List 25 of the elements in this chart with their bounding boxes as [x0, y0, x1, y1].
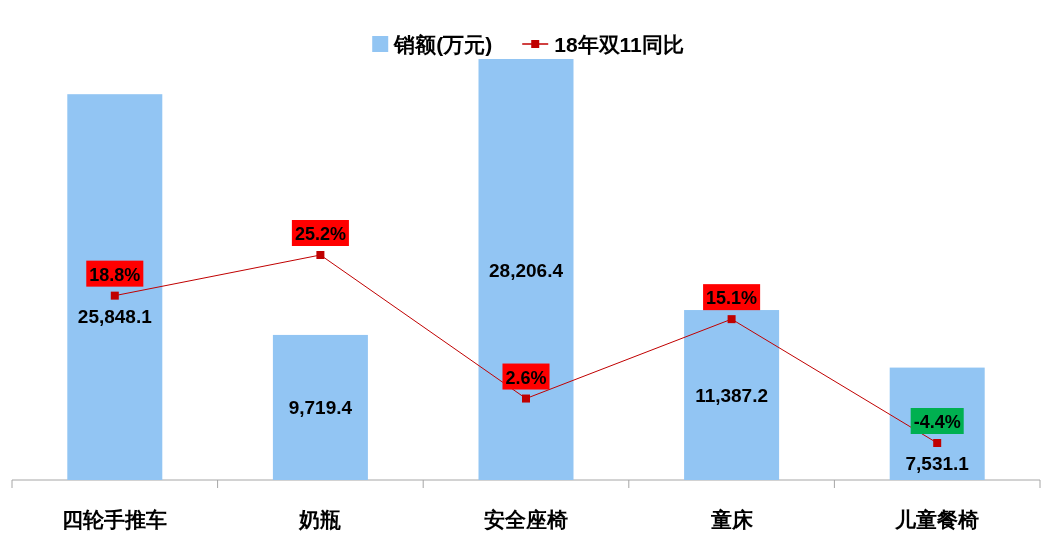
x-tick-label: 童床: [709, 508, 754, 531]
data-label: 7,531.1: [905, 453, 970, 474]
data-label: 25,848.1: [77, 305, 153, 327]
point: [110, 291, 119, 300]
bar: [272, 334, 368, 480]
data-label: 2.6%: [505, 367, 547, 388]
legend-label: 18年双11同比: [554, 33, 684, 56]
data-label: 15.1%: [706, 288, 758, 309]
point: [933, 439, 942, 447]
data-label: 18.8%: [89, 264, 141, 285]
x-tick-label: 奶瓶: [298, 508, 342, 531]
x-tick-label: 儿童餐椅: [894, 508, 980, 531]
x-tick-label: 四轮手推车: [62, 508, 168, 531]
x-tick-label: 安全座椅: [484, 508, 568, 531]
point: [316, 251, 325, 259]
bar: [478, 59, 574, 480]
data-label: 25.2%: [294, 224, 346, 244]
data-label: 11,387.2: [695, 385, 769, 407]
data-label: 28,206.4: [489, 259, 564, 281]
point: [727, 315, 736, 324]
point: [522, 394, 530, 403]
bar: [67, 94, 163, 480]
legend-label: 销额(万元): [393, 33, 493, 56]
data-label: 9,719.4: [288, 397, 353, 419]
data-label: -4.4%: [913, 412, 961, 432]
